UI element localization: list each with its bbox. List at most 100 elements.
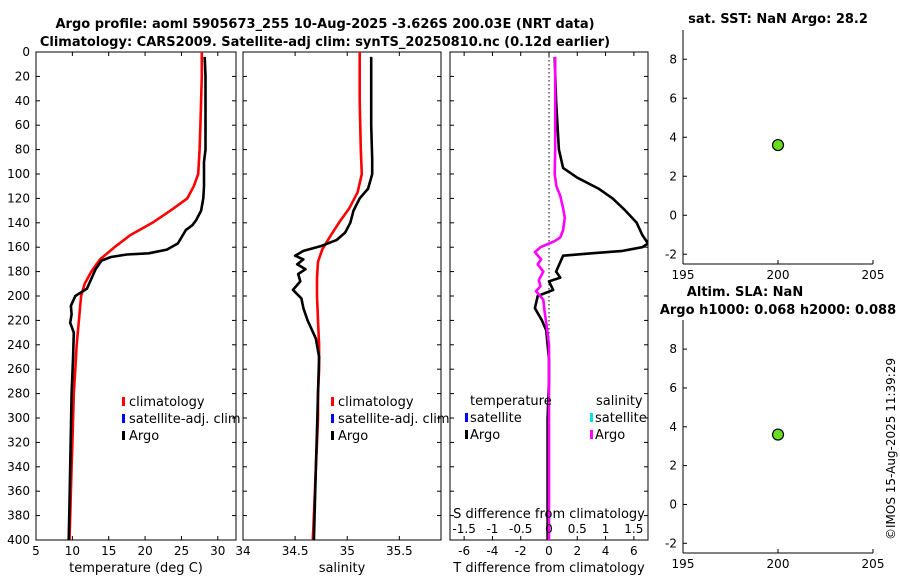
- chart-layer: 5 10 15 20 25 3002040608010012014016018020022…: [7, 30, 884, 576]
- temperature-xtick-label: 10: [65, 544, 80, 558]
- sst-argo-point: [771, 138, 785, 152]
- temperature-xtick-label: 5: [32, 544, 40, 558]
- salinity-legend-swatch: [331, 414, 334, 423]
- temperature-legend-label: Argo: [129, 429, 159, 444]
- depth-tick-label: 40: [15, 94, 30, 108]
- temperature-legend-swatch: [122, 414, 125, 423]
- difference-top-xlabel: S difference from climatology: [453, 507, 645, 522]
- salinity-legend-label: climatology: [338, 395, 414, 410]
- sst-xtick-label: 200: [767, 268, 790, 282]
- sla-ytick-label: 2: [669, 459, 677, 473]
- difference-xlabel: T difference from climatology: [452, 561, 645, 576]
- sst-panel-title: sat. SST: NaN Argo: 28.2: [688, 12, 868, 27]
- depth-tick-label: 20: [15, 69, 30, 83]
- temperature-difference-legend-label: satellite: [470, 411, 522, 426]
- salinity-panel: 34 34.5 35 35.5 salinity climatology satellite…: [235, 51, 450, 576]
- difference-top-xtick-label: -1.5: [452, 522, 475, 536]
- sla-xtick-label: 200: [767, 557, 790, 571]
- difference-top-xtick-label: 1.5: [624, 522, 643, 536]
- temperature-difference-legend-label: Argo: [470, 428, 500, 443]
- difference-top-xtick-label: 0.5: [568, 522, 587, 536]
- salinity-difference-legend-swatch: [590, 430, 593, 439]
- temperature-xtick-label: 25: [174, 544, 189, 558]
- sla-ytick-label: 4: [669, 420, 677, 434]
- salinity-legend-label: Argo: [338, 429, 368, 444]
- depth-tick-label: 320: [7, 435, 30, 449]
- sst-panel: -2 0 2 4 6 8 195 200 205: [665, 30, 884, 282]
- sla-ytick-label: 6: [669, 381, 677, 395]
- figure-title-line1: Argo profile: aoml 5905673_255 10-Aug-20…: [55, 17, 594, 32]
- depth-tick-label: 260: [7, 362, 30, 376]
- difference-xtick-label: 6: [630, 544, 638, 558]
- salinity-difference-legend-heading: salinity: [596, 394, 643, 409]
- temperature-panel: 5 10 15 20 25 3002040608010012014016018020022…: [7, 45, 241, 576]
- difference-panel: -6 -4 -2 0 2 4 6 T difference from climatology S…: [449, 51, 649, 576]
- depth-tick-label: 280: [7, 387, 30, 401]
- sla-ytick-label: 0: [669, 497, 677, 511]
- salinity-xtick-label: 35.5: [386, 544, 413, 558]
- difference-xtick-label: 2: [573, 544, 581, 558]
- sst-ytick-label: 0: [669, 208, 677, 222]
- sla-ytick-label: -2: [665, 536, 677, 550]
- salinity-difference-legend-swatch: [590, 413, 593, 422]
- temperature-xtick-label: 20: [137, 544, 152, 558]
- temperature-xtick-label: 30: [210, 544, 225, 558]
- temperature-series-climatology: [68, 52, 204, 540]
- sla-xtick-label: 195: [672, 557, 695, 571]
- salinity-xtick-label: 34.5: [282, 544, 309, 558]
- temperature-difference-legend-swatch: [465, 413, 468, 422]
- salinity-xtick-label: 35: [340, 544, 355, 558]
- difference-top-xtick-label: 1: [602, 522, 610, 536]
- sst-ytick-label: -2: [665, 247, 677, 261]
- difference-xtick-label: -2: [515, 544, 527, 558]
- salinity-xlabel: salinity: [319, 561, 366, 576]
- temperature-difference-legend-swatch: [465, 430, 468, 439]
- depth-tick-label: 400: [7, 533, 30, 547]
- sla-ytick-label: 8: [669, 342, 677, 356]
- difference-top-xtick-label: 0: [545, 522, 553, 536]
- depth-tick-label: 140: [7, 216, 30, 230]
- difference-xtick-label: 0: [545, 544, 553, 558]
- sla-xtick-label: 205: [862, 557, 885, 571]
- depth-tick-label: 360: [7, 484, 30, 498]
- temperature-legend-label: satellite-adj. clim: [129, 412, 241, 427]
- salinity-legend-label: satellite-adj. clim: [338, 412, 450, 427]
- depth-tick-label: 0: [22, 45, 30, 59]
- depth-tick-label: 380: [7, 509, 30, 523]
- sst-ytick-label: 8: [669, 52, 677, 66]
- sst-ytick-label: 4: [669, 130, 677, 144]
- difference-xtick-label: -6: [458, 544, 470, 558]
- temperature-xtick-label: 15: [101, 544, 116, 558]
- sla-panel-title-line2: Argo h1000: 0.068 h2000: 0.088: [660, 303, 896, 318]
- sst-ytick-label: 6: [669, 91, 677, 105]
- temperature-xlabel: temperature (deg C): [69, 561, 203, 576]
- temperature-legend-swatch: [122, 431, 125, 440]
- difference-top-xtick-label: -1: [486, 522, 498, 536]
- salinity-difference-legend-label: satellite: [595, 411, 647, 426]
- depth-tick-label: 100: [7, 167, 30, 181]
- salinity-legend-swatch: [331, 431, 334, 440]
- sla-panel: -2 0 2 4 6 8 195 200 205: [665, 320, 884, 571]
- salinity-legend-swatch: [331, 397, 334, 406]
- depth-tick-label: 160: [7, 240, 30, 254]
- depth-tick-label: 120: [7, 191, 30, 205]
- sla-panel-title-line1: Altim. SLA: NaN: [687, 285, 803, 300]
- copyright-stamp: ©IMOS 15-Aug-2025 11:39:29: [884, 358, 898, 540]
- salinity-difference-legend-label: Argo: [595, 428, 625, 443]
- sst-xtick-label: 205: [862, 268, 885, 282]
- depth-tick-label: 240: [7, 338, 30, 352]
- figure-title-line2: Climatology: CARS2009. Satellite-adj cli…: [40, 35, 610, 50]
- difference-xtick-label: 4: [602, 544, 610, 558]
- salinity-axes-box: [242, 51, 442, 541]
- sst-xtick-label: 195: [672, 268, 695, 282]
- sla-argo-point: [771, 428, 785, 441]
- depth-tick-label: 180: [7, 265, 30, 279]
- difference-series-s-difference-argo: [533, 56, 567, 540]
- temperature-legend-swatch: [122, 397, 125, 406]
- temperature-difference-legend-heading: temperature: [470, 394, 552, 409]
- sst-ytick-label: 2: [669, 169, 677, 183]
- depth-tick-label: 200: [7, 289, 30, 303]
- temperature-legend-label: climatology: [129, 395, 205, 410]
- salinity-xtick-label: 34: [235, 544, 250, 558]
